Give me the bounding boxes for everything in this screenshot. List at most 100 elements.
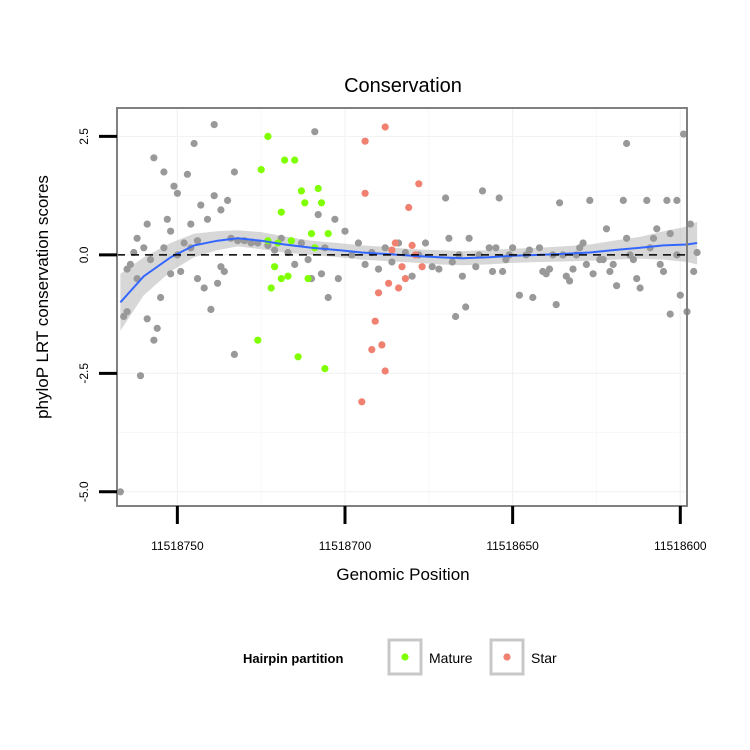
point-other-127 <box>619 196 627 204</box>
point-other-88 <box>465 234 473 242</box>
point-other-102 <box>525 246 534 254</box>
point-mature-9 <box>281 156 289 164</box>
point-star-8 <box>381 123 389 131</box>
legend-entry-star: Star <box>489 638 557 676</box>
point-other-138 <box>656 260 664 268</box>
point-other-14 <box>150 154 158 162</box>
point-other-139 <box>659 267 668 276</box>
point-other-91 <box>478 187 487 195</box>
point-other-128 <box>623 139 631 148</box>
point-other-133 <box>636 284 644 292</box>
point-mature-8 <box>277 275 285 283</box>
point-other-142 <box>666 310 674 318</box>
point-other-27 <box>183 170 191 178</box>
point-other-126 <box>613 282 621 290</box>
point-other-16 <box>157 293 165 302</box>
chart-title: Conservation <box>344 75 462 97</box>
point-star-14 <box>401 275 409 283</box>
point-star-7 <box>381 367 389 375</box>
panel-background <box>117 108 687 506</box>
point-other-37 <box>210 121 218 129</box>
point-star-1 <box>361 137 369 145</box>
point-other-9 <box>140 244 148 252</box>
confidence-band-layer <box>120 221 698 331</box>
point-other-31 <box>193 237 202 245</box>
point-other-33 <box>197 201 205 209</box>
y-tick-label-1: -2.5 <box>77 363 91 384</box>
confidence-band <box>120 221 698 331</box>
point-other-131 <box>629 256 638 264</box>
point-other-149 <box>690 267 698 276</box>
legend-label-star: Star <box>531 650 557 666</box>
point-other-83 <box>448 258 456 266</box>
point-mature-10 <box>284 272 292 280</box>
point-mature-21 <box>321 365 329 373</box>
point-other-55 <box>291 260 299 268</box>
x-tick-label-2: 11518650 <box>486 539 539 553</box>
x-tick-label-3: 11518600 <box>654 539 707 553</box>
point-other-104 <box>535 244 544 252</box>
point-mature-15 <box>301 199 309 207</box>
point-other-61 <box>317 270 326 278</box>
point-other-144 <box>673 251 681 259</box>
point-other-117 <box>579 239 587 247</box>
point-mature-13 <box>294 353 302 361</box>
point-other-79 <box>428 263 436 271</box>
point-other-60 <box>314 211 322 219</box>
point-other-132 <box>633 275 641 283</box>
point-other-49 <box>247 239 255 247</box>
point-other-76 <box>408 272 416 280</box>
point-mature-17 <box>307 230 316 238</box>
point-other-0 <box>116 488 124 496</box>
point-other-42 <box>220 267 228 276</box>
point-mature-19 <box>314 184 322 193</box>
legend-dot-star <box>503 653 511 661</box>
point-star-11 <box>391 239 399 247</box>
point-other-141 <box>666 230 674 238</box>
point-star-0 <box>358 398 366 406</box>
point-other-94 <box>492 244 500 252</box>
point-other-103 <box>529 293 537 302</box>
point-other-82 <box>445 234 453 242</box>
y-tick-label-0: -5.0 <box>77 481 91 502</box>
point-other-118 <box>582 260 591 268</box>
point-other-80 <box>435 265 443 273</box>
point-star-19 <box>418 263 426 271</box>
point-mature-22 <box>324 230 332 238</box>
legend-title: Hairpin partition <box>243 651 343 666</box>
point-other-34 <box>200 284 208 292</box>
point-other-66 <box>341 227 349 235</box>
point-other-56 <box>297 239 305 247</box>
y-axis: -5.0 -2.5 0.0 2.5 <box>77 128 117 502</box>
point-other-11 <box>143 220 151 228</box>
point-other-134 <box>643 196 651 204</box>
point-other-137 <box>653 225 661 233</box>
point-other-81 <box>442 194 450 202</box>
point-other-59 <box>311 128 319 136</box>
point-star-18 <box>415 180 423 188</box>
point-other-100 <box>515 291 524 299</box>
point-other-65 <box>334 275 342 283</box>
point-mature-4 <box>267 284 275 292</box>
point-other-110 <box>556 199 564 207</box>
point-other-148 <box>686 220 695 228</box>
point-other-23 <box>173 189 181 197</box>
point-other-150 <box>693 248 701 257</box>
point-other-36 <box>207 305 215 313</box>
point-other-20 <box>167 270 175 278</box>
point-other-143 <box>673 196 681 204</box>
point-other-145 <box>676 291 684 299</box>
panel-border <box>116 107 688 507</box>
point-other-123 <box>602 225 611 233</box>
x-axis-label: Genomic Position <box>336 565 469 584</box>
point-other-71 <box>374 265 383 273</box>
point-other-15 <box>153 324 161 332</box>
point-other-95 <box>495 194 503 202</box>
point-other-63 <box>324 293 332 302</box>
point-other-32 <box>193 275 202 283</box>
point-star-5 <box>374 289 383 297</box>
point-other-140 <box>663 196 671 204</box>
point-other-67 <box>348 251 356 259</box>
point-mature-5 <box>271 263 279 271</box>
point-other-78 <box>421 239 430 247</box>
